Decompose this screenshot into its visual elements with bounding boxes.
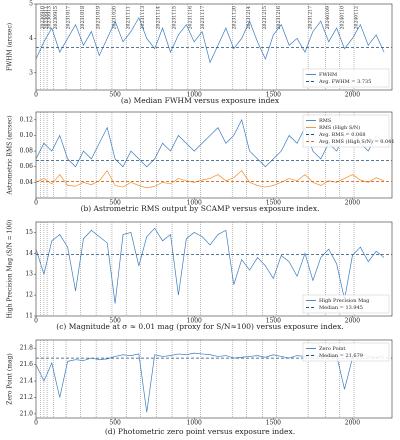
night-label: 20231113 xyxy=(140,6,146,29)
x-tick-label: 1000 xyxy=(187,92,202,99)
night-label: 20231217 xyxy=(308,6,314,29)
night-label: 20231116 xyxy=(187,6,193,29)
caption: (a) Median FWHM versus exposure index xyxy=(121,96,280,105)
y-tick-label: 0.06 xyxy=(20,163,34,170)
y-tick-label: 3 xyxy=(29,69,33,76)
caption: (d) Photometric zero point versus exposu… xyxy=(105,427,295,436)
series-line xyxy=(35,169,385,189)
caption: (c) Magnitude at σ ≈ 0.01 mag (proxy for… xyxy=(56,322,343,331)
y-tick-label: 0.12 xyxy=(20,116,34,123)
night-label: 20231117 xyxy=(200,6,206,29)
legend-label: Avg. RMS (High S/N) = 0.041 xyxy=(318,138,395,145)
y-tick-label: 5 xyxy=(29,1,33,8)
x-tick-label: 2000 xyxy=(345,92,360,99)
y-tick-label: 13 xyxy=(25,271,33,278)
panel: 11 12 13 14 15 0 500 1000 1500 2000 High Precision… xyxy=(7,220,393,331)
night-label: 20230913 xyxy=(47,6,53,29)
y-tick-label: 12 xyxy=(25,292,33,299)
y-tick-label: 0.10 xyxy=(20,132,34,139)
y-tick-label: 0.04 xyxy=(20,179,34,186)
x-tick-label: 1500 xyxy=(266,92,281,99)
x-tick-label: 1000 xyxy=(187,318,202,325)
x-tick-label: 0 xyxy=(34,200,38,207)
night-label: 20231214 xyxy=(246,6,252,29)
y-tick-label: 14 xyxy=(25,250,33,257)
plot-frame xyxy=(35,111,393,199)
night-label: 20230911 xyxy=(43,6,49,29)
legend-label: Median = 13.945 xyxy=(319,305,363,311)
night-label: 20231216 xyxy=(276,6,282,29)
y-axis-label: High Precision Mag (S/N = 100) xyxy=(7,220,14,319)
y-tick-label: 15 xyxy=(25,229,33,236)
x-tick-label: 2000 xyxy=(345,200,360,207)
series-line xyxy=(35,118,385,168)
x-tick-label: 0 xyxy=(34,318,38,325)
night-label: 20231120 xyxy=(232,6,238,29)
x-tick-label: 2000 xyxy=(345,318,360,325)
night-label: 20231020 xyxy=(111,6,117,29)
series-line xyxy=(35,352,385,413)
y-tick-label: 21.6 xyxy=(20,361,34,368)
plot-frame xyxy=(35,221,393,317)
night-label: 20231111 xyxy=(126,6,132,29)
night-label: 20240110 xyxy=(339,6,345,29)
x-tick-label: 500 xyxy=(109,92,121,99)
legend-box xyxy=(302,342,390,362)
night-label: 20231115 xyxy=(172,6,178,29)
night-label: 20231019 xyxy=(96,6,102,29)
night-label: 20231114 xyxy=(156,6,162,29)
legend-label: RMS xyxy=(319,118,332,124)
x-tick-label: 1500 xyxy=(266,318,281,325)
x-tick-label: 2000 xyxy=(345,420,360,427)
x-tick-label: 0 xyxy=(34,92,38,99)
x-tick-label: 500 xyxy=(109,420,121,427)
legend-box xyxy=(302,68,390,88)
x-tick-label: 500 xyxy=(109,200,121,207)
legend-box xyxy=(302,294,390,314)
y-tick-label: 21.4 xyxy=(20,378,34,385)
legend-label: FWHM xyxy=(319,72,337,78)
y-axis-label: Zero Point (mag) xyxy=(7,353,14,404)
x-tick-label: 0 xyxy=(34,420,38,427)
y-axis-label: FWHM (arcsec) xyxy=(7,23,14,71)
x-tick-label: 500 xyxy=(109,318,121,325)
y-tick-label: 0.08 xyxy=(20,148,34,155)
night-label: 20231017 xyxy=(66,6,72,29)
night-label: 20230915 xyxy=(53,6,59,29)
night-label: 20231018 xyxy=(80,6,86,29)
night-label: 20230910 xyxy=(40,6,46,29)
legend-label: RMS (High S/N) xyxy=(319,124,360,131)
series-line xyxy=(35,16,385,64)
x-tick-label: 1000 xyxy=(187,200,202,207)
legend-label: Zero Point xyxy=(319,346,345,352)
series-line xyxy=(35,227,385,304)
y-tick-label: 4 xyxy=(29,35,33,42)
caption: (b) Astrometric RMS output by SCAMP vers… xyxy=(81,204,320,213)
night-label: 20240109 xyxy=(325,6,331,29)
legend-label: High Precision Mag xyxy=(319,298,370,304)
plot-frame xyxy=(35,3,393,91)
plot-frame xyxy=(35,339,393,419)
y-tick-label: 11 xyxy=(25,313,33,320)
legend-label: Avg. RMS = 0.068 xyxy=(318,132,366,138)
y-tick-label: 21.0 xyxy=(20,410,34,417)
legend-label: Avg. FWHM = 3.735 xyxy=(318,79,371,85)
night-label: 20240112 xyxy=(354,6,360,29)
legend-box xyxy=(302,114,390,148)
x-tick-label: 1000 xyxy=(187,420,202,427)
night-label: 20231215 xyxy=(262,6,268,29)
panel: 0.04 0.06 0.08 0.10 0.12 0 500 1000 1500 2000 Astr… xyxy=(7,111,395,213)
x-tick-label: 1500 xyxy=(266,200,281,207)
y-tick-label: 21.8 xyxy=(20,345,34,352)
y-axis-label: Astrometric RMS (arcsec) xyxy=(7,115,14,195)
panel: 21.0 21.2 21.4 21.6 21.8 0 500 1000 1500 2000 Zero… xyxy=(7,339,393,436)
y-tick-label: 21.2 xyxy=(20,394,34,401)
x-tick-label: 1500 xyxy=(266,420,281,427)
legend-label: Median = 21.679 xyxy=(319,353,363,359)
